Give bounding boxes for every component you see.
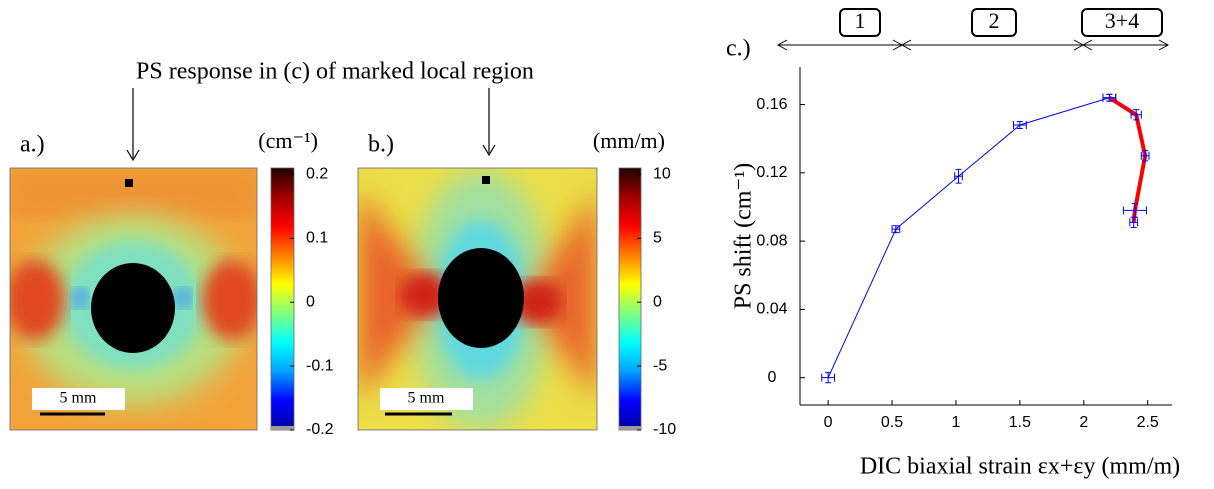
scale-bar-label: 5 mm	[408, 390, 445, 407]
x-tick-label: 0	[824, 414, 833, 431]
y-tick-label: 0.12	[756, 164, 787, 181]
stage-label: 1	[855, 8, 866, 33]
heatmap-image	[358, 168, 597, 430]
x-axis-title: DIC biaxial strain εx+εy (mm/m)	[860, 454, 1180, 480]
x-tick-label: 2.5	[1137, 414, 1159, 431]
x-error-bar	[1140, 151, 1150, 160]
heatmap-image	[10, 168, 257, 430]
y-tick-label: 0	[768, 369, 777, 386]
x-error-bar	[1129, 218, 1138, 227]
x-error-bar	[1102, 93, 1117, 102]
colorbar-tick-label: 10	[653, 166, 671, 183]
colorbar-nan	[271, 426, 294, 430]
heatmap-frame	[9, 167, 258, 431]
heatmap-frame	[357, 167, 598, 431]
colorbar	[270, 167, 295, 431]
colorbar-tick-label: 0.1	[306, 230, 328, 247]
colorbar-tick-label: 0	[653, 293, 662, 310]
y-tick-label: 0.08	[756, 232, 787, 249]
stage-label: 3+4	[1105, 8, 1139, 33]
x-tick-label: 0.5	[881, 414, 903, 431]
scale-bar-label: 5 mm	[60, 390, 97, 407]
x-error-bar	[1122, 206, 1147, 215]
colorbar-label: (mm/m)	[593, 128, 665, 153]
colorbar-tick-label: -0.2	[306, 421, 334, 438]
y-tick-label: 0.04	[756, 301, 787, 318]
panel-label: b.)	[368, 132, 394, 158]
colorbar-tick-label: 5	[653, 230, 662, 247]
annotation: PS response in (c) of marked local regio…	[136, 59, 534, 85]
y-tick-label: 0.16	[756, 96, 787, 113]
series-line	[1108, 96, 1148, 223]
stage-arrow-head	[1081, 39, 1170, 51]
arrow-head	[482, 144, 496, 157]
colorbar-tick-label: 0.2	[306, 166, 328, 183]
x-tick-label: 1.5	[1009, 414, 1031, 431]
arrow-head	[126, 149, 140, 162]
colorbar-label: (cm⁻¹)	[258, 128, 318, 153]
x-error-bar	[1012, 121, 1027, 130]
stage-box	[839, 8, 881, 37]
colorbar-tick-label: -5	[653, 357, 667, 374]
colorbar	[618, 167, 642, 431]
colorbar-tick-label: -0.1	[306, 357, 334, 374]
stage-box	[971, 8, 1017, 37]
stage-label: 2	[989, 8, 1000, 33]
x-tick-label: 1	[952, 414, 961, 431]
y-axis-title: PS shift (cm⁻¹)	[731, 163, 757, 310]
panel-label: c.)	[726, 36, 751, 62]
x-error-bar	[954, 172, 963, 181]
series-line	[827, 97, 1110, 378]
x-error-bar	[821, 373, 836, 382]
colorbar-tick-label: -10	[653, 421, 676, 438]
panel-label: a.)	[20, 132, 45, 158]
colorbar-tick-label: 0	[306, 293, 315, 310]
x-error-bar	[891, 225, 901, 234]
stage-box	[1081, 8, 1163, 37]
colorbar-nan	[619, 426, 641, 430]
x-error-bar	[1130, 110, 1142, 119]
x-tick-label: 2	[1079, 414, 1088, 431]
